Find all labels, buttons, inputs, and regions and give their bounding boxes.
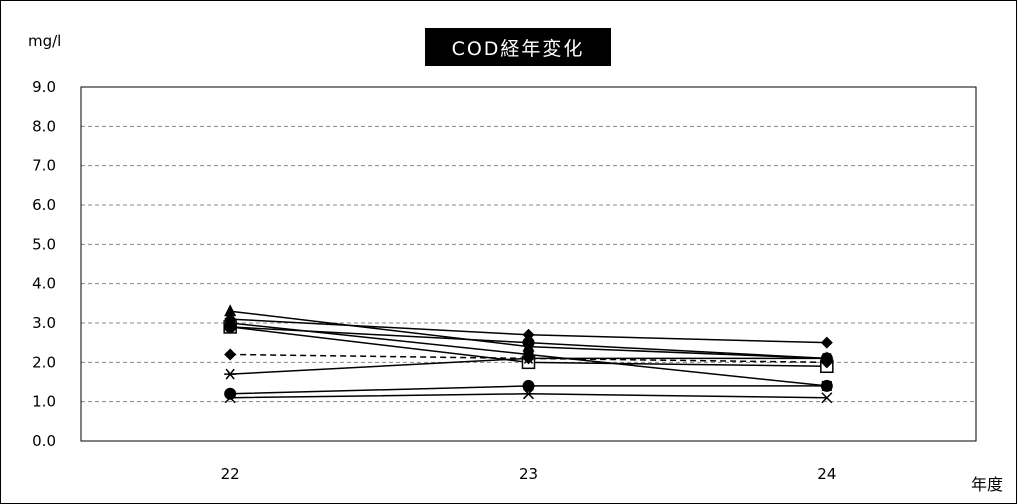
y-tick-label: 2.0 (32, 353, 56, 371)
y-tick-label: 3.0 (32, 314, 56, 332)
data-point (820, 336, 833, 349)
data-point (224, 392, 236, 404)
data-point (224, 320, 237, 333)
data-point (522, 388, 535, 400)
data-point (522, 352, 535, 364)
plot-area (80, 86, 977, 442)
x-tick-label: 24 (817, 465, 836, 483)
y-tick-label: 5.0 (32, 235, 56, 253)
y-tick-label: 4.0 (32, 275, 56, 293)
y-tick-label: 9.0 (32, 78, 56, 96)
y-tick-label: 6.0 (32, 196, 56, 214)
data-point (224, 348, 237, 361)
series-8 (224, 379, 833, 400)
data-point (522, 379, 535, 392)
data-point (224, 304, 237, 317)
y-tick-label: 8.0 (32, 117, 56, 135)
y-tick-label: 1.0 (32, 393, 56, 411)
series-group (223, 304, 834, 404)
x-tick-label: 23 (519, 465, 538, 483)
y-tick-label: 7.0 (32, 157, 56, 175)
series-7 (224, 352, 833, 380)
y-axis-label: mg/l (28, 32, 62, 50)
data-point (820, 352, 833, 364)
y-tick-labels: 0.0 1.0 2.0 3.0 4.0 5.0 6.0 7.0 8.0 9.0 (32, 78, 56, 450)
series-9 (224, 388, 833, 404)
data-point (224, 387, 237, 400)
x-tick-label: 22 (221, 465, 240, 483)
chart-title: COD経年変化 (425, 28, 611, 66)
data-point (820, 379, 833, 392)
data-point (820, 356, 833, 369)
data-point (522, 336, 535, 349)
data-point (224, 368, 237, 380)
x-tick-labels: 22 23 24 (221, 465, 837, 483)
y-tick-label: 0.0 (32, 432, 56, 450)
data-point (821, 392, 833, 404)
x-axis-label: 年度 (971, 475, 1004, 494)
